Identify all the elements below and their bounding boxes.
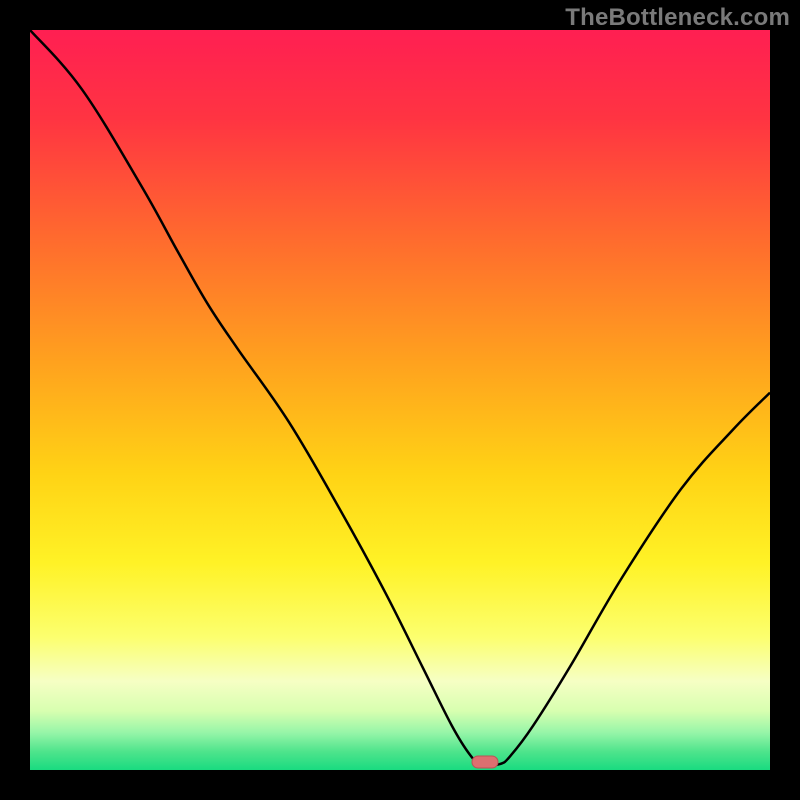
- watermark-text: TheBottleneck.com: [565, 4, 790, 32]
- bottleneck-chart: [0, 0, 800, 800]
- optimum-marker: [472, 756, 498, 768]
- chart-frame: TheBottleneck.com: [0, 0, 800, 800]
- gradient-background: [30, 30, 770, 770]
